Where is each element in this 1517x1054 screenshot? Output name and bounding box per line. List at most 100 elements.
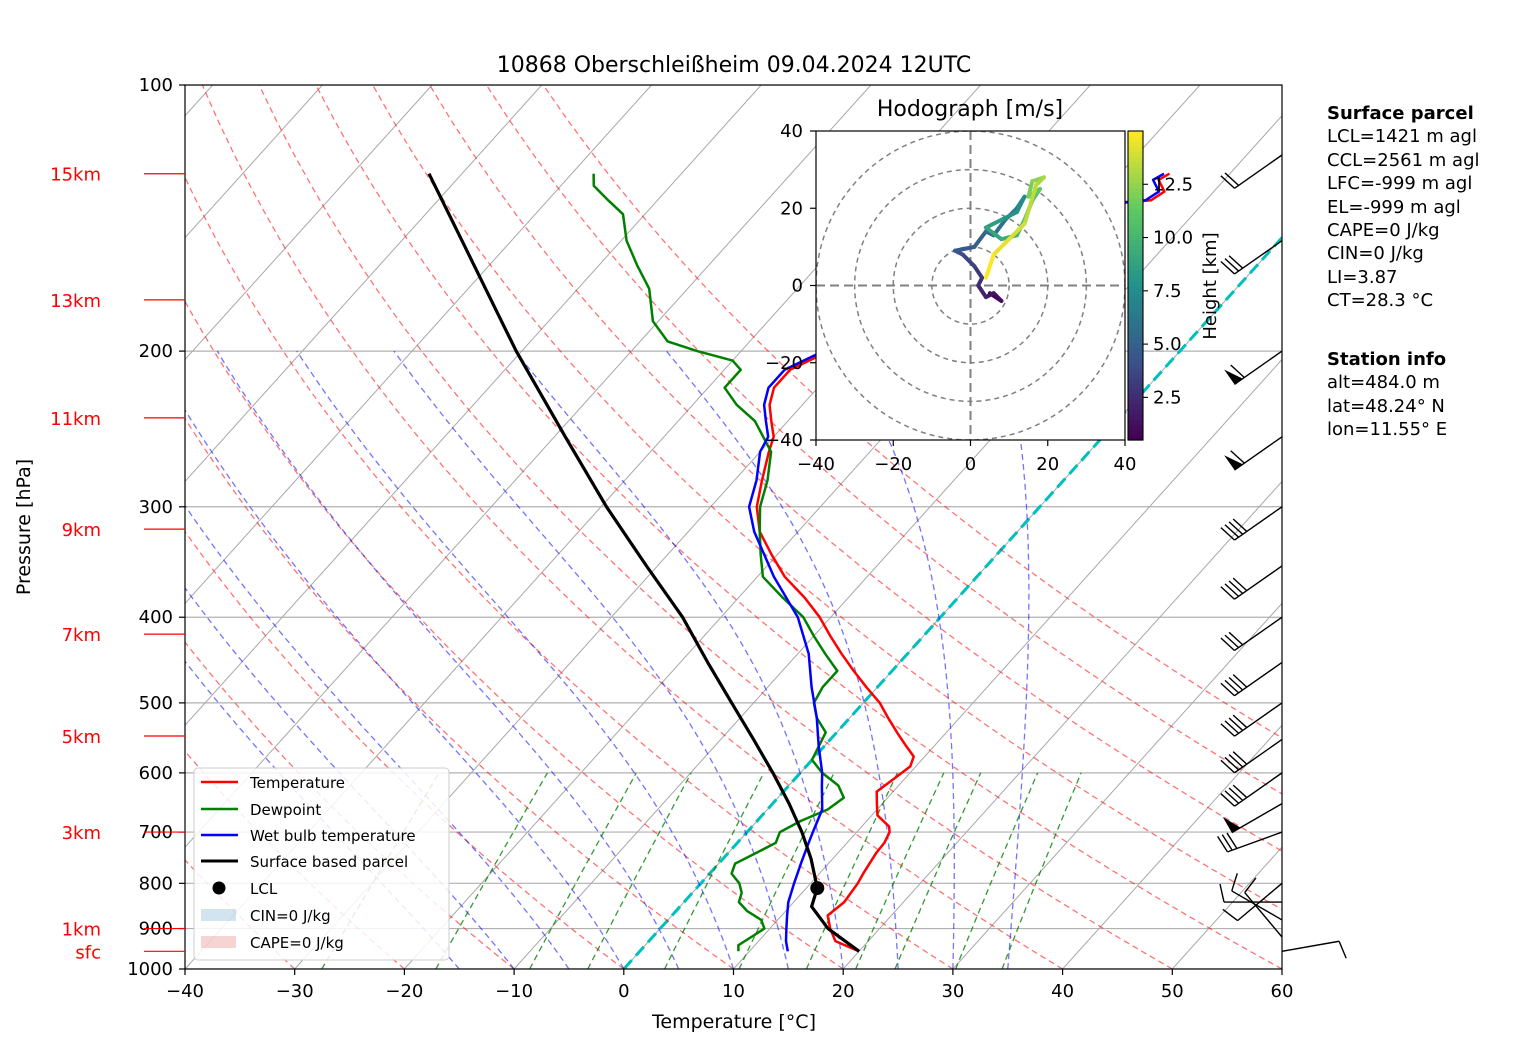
- moist-adiabat: [514, 350, 844, 969]
- hodo-y-tick-label: −20: [765, 353, 803, 374]
- colorbar-tick-label: 7.5: [1153, 281, 1182, 302]
- wind-barb: [1220, 702, 1283, 737]
- wind-barbs: [1216, 154, 1347, 959]
- mixing-ratio-line: [738, 772, 835, 969]
- hodograph-segment: [972, 264, 985, 280]
- colorbar-segment: [1128, 398, 1143, 405]
- colorbar-segment: [1128, 141, 1143, 148]
- y-axis-label: Pressure [hPa]: [13, 459, 35, 595]
- height-label: sfc: [75, 942, 101, 963]
- parcel-lcl: LCL=1421 m agl: [1327, 126, 1477, 148]
- colorbar-segment: [1128, 331, 1143, 338]
- x-tick-label: 0: [618, 981, 629, 1002]
- hodograph-segment: [976, 283, 988, 300]
- wind-barb: [1231, 873, 1283, 921]
- isotherm: [185, 85, 762, 726]
- mixing-ratio-line: [587, 772, 692, 969]
- colorbar-segment: [1128, 182, 1143, 189]
- wind-barb: [1220, 506, 1283, 541]
- height-label: 15km: [50, 165, 101, 186]
- colorbar-segment: [1128, 290, 1143, 297]
- colorbar-segment: [1128, 280, 1143, 287]
- wind-barb: [1222, 803, 1283, 834]
- mixing-ratio-line: [529, 772, 637, 969]
- moist-adiabat: [665, 350, 899, 969]
- hodograph-colorbar: 2.5 5.0 7.5 10.0 12.5: [1127, 130, 1193, 441]
- colorbar-segment: [1128, 429, 1143, 436]
- height-label: 7km: [62, 625, 101, 646]
- x-tick-label: −10: [495, 981, 533, 1002]
- wind-barb: [1220, 240, 1283, 275]
- dry-adiabat: [185, 417, 734, 969]
- mixing-ratio-line: [894, 772, 982, 969]
- parcel-li: LI=3.87: [1327, 266, 1398, 288]
- hodograph-title: Hodograph [m/s]: [877, 97, 1063, 122]
- y-tick-label: 400: [139, 607, 173, 628]
- legend-wetbulb: Wet bulb temperature: [250, 827, 416, 845]
- colorbar-segment: [1128, 357, 1143, 364]
- station-lon: lon=11.55° E: [1327, 419, 1448, 441]
- y-tick-label: 600: [139, 763, 173, 784]
- hodo-y-tick-label: −40: [765, 430, 803, 451]
- hodo-y-tick-label: 0: [792, 276, 803, 297]
- colorbar-frame: [1127, 130, 1144, 441]
- moist-adiabat: [296, 350, 735, 969]
- colorbar-segment: [1128, 234, 1143, 240]
- legend-swatch-lcl: [212, 881, 226, 895]
- mixing-ratio-line: [955, 772, 1039, 969]
- colorbar-segment: [1128, 213, 1143, 220]
- colorbar-segment: [1128, 326, 1143, 333]
- x-tick-label: 40: [1051, 981, 1074, 1002]
- colorbar-segment: [1128, 347, 1143, 354]
- wind-barb: [1224, 350, 1283, 385]
- hodo-y-tick-label: 40: [780, 121, 803, 142]
- hodograph-segment: [972, 229, 988, 249]
- isotherm: [1062, 724, 1282, 969]
- legend-parcel: Surface based parcel: [250, 853, 408, 871]
- zero-isotherm: [622, 235, 1282, 969]
- y-tick-label: 1000: [127, 959, 173, 980]
- mixing-ratio-line: [435, 772, 548, 969]
- dry-adiabat: [485, 85, 1282, 795]
- series-dewpoint: [592, 173, 846, 952]
- station-info-panel: Station info alt=484.0 m lat=48.24° N lo…: [1327, 348, 1447, 442]
- mixing-ratio-line: [1001, 772, 1082, 969]
- hodo-y-tick-label: 20: [780, 198, 803, 219]
- height-label: 13km: [50, 291, 101, 312]
- y-tick-label: 200: [139, 341, 173, 362]
- wind-barb: [1222, 882, 1283, 922]
- isotherm: [952, 602, 1282, 969]
- colorbar-segment: [1128, 275, 1143, 281]
- x-tick-label: −40: [166, 981, 204, 1002]
- colorbar-tick-label: 2.5: [1153, 387, 1182, 408]
- colorbar-segment: [1128, 197, 1143, 204]
- hodo-x-tick-label: −40: [797, 454, 835, 475]
- colorbar-segment: [1128, 403, 1143, 410]
- legend-temperature: Temperature: [249, 774, 345, 792]
- height-label: 1km: [62, 920, 101, 941]
- colorbar-segment: [1128, 342, 1143, 348]
- colorbar-segment: [1128, 264, 1143, 271]
- x-tick-label: 30: [941, 981, 964, 1002]
- wind-barb: [1219, 883, 1282, 903]
- isotherm: [513, 115, 1282, 969]
- colorbar-segment: [1128, 131, 1143, 137]
- colorbar-segment: [1128, 146, 1143, 153]
- colorbar-segment: [1128, 177, 1143, 184]
- wind-barb: [1216, 831, 1283, 853]
- colorbar-segment: [1128, 409, 1143, 415]
- dry-adiabat: [372, 85, 1282, 911]
- colorbar-segment: [1128, 321, 1143, 328]
- colorbar-segment: [1128, 239, 1143, 245]
- hodograph-segment: [1014, 194, 1027, 215]
- colorbar-segment: [1128, 424, 1143, 431]
- axes: −40 −30 −20 −10 0 10 20 30 40 50 60100090080070060…: [127, 75, 1293, 1002]
- colorbar-segment: [1128, 218, 1143, 225]
- hodograph-axes: −40 −40 −20 −20 0 0 20 20 40 40: [765, 121, 1136, 475]
- colorbar-segment: [1128, 373, 1143, 379]
- y-tick-label: 300: [139, 497, 173, 518]
- colorbar-segment: [1128, 383, 1143, 390]
- x-tick-label: 10: [722, 981, 745, 1002]
